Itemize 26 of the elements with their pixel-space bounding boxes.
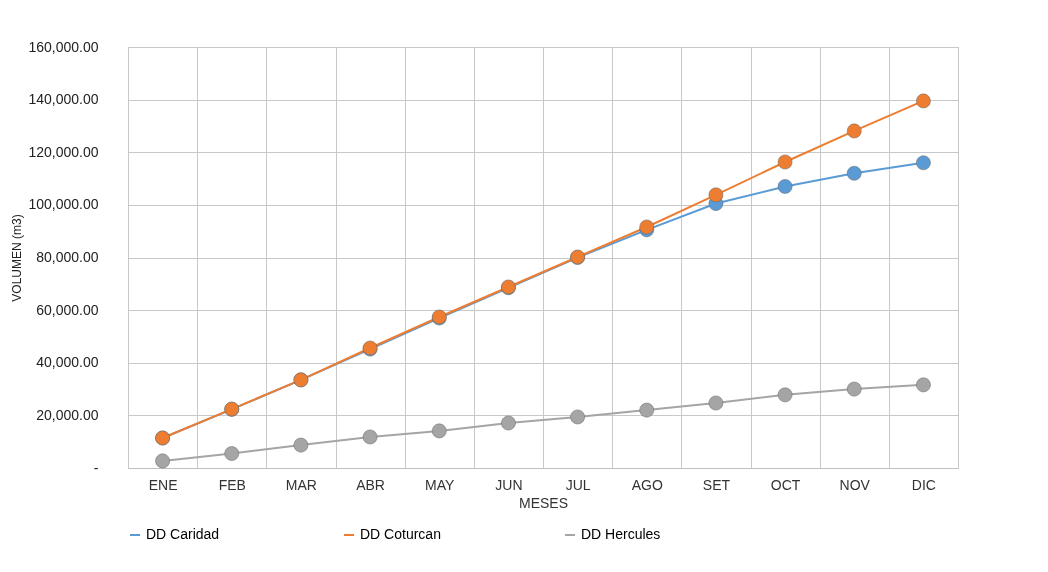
x-tick-label: FEB [218, 476, 246, 493]
x-tick-label: OCT [770, 476, 801, 493]
x-tick-label: JUL [565, 476, 591, 493]
legend-label: DD Coturcan [360, 526, 441, 542]
y-tick-label: 20,000.00 [36, 406, 99, 423]
legend-label: DD Caridad [146, 526, 220, 542]
y-tick-label: 120,000.00 [28, 143, 99, 160]
x-tick-label: NOV [839, 476, 871, 493]
x-axis-title: MESES [518, 494, 569, 511]
legend-label: DD Hercules [581, 526, 661, 542]
y-tick-label: 40,000.00 [36, 354, 99, 371]
y-tick-label: 140,000.00 [28, 91, 99, 108]
y-tick-label: 80,000.00 [36, 249, 99, 265]
y-tick-label: - [93, 459, 99, 476]
x-tick-label: AGO [631, 476, 663, 493]
y-tick-label: 60,000.00 [36, 301, 99, 318]
y-axis-title: VOLUMEN (m3) [10, 214, 25, 302]
y-tick-label: 100,000.00 [28, 196, 99, 213]
x-tick-label: ENE [148, 476, 178, 493]
x-tick-label: JUN [495, 476, 523, 493]
x-tick-label: DIC [911, 476, 936, 493]
x-tick-label: ABR [356, 476, 385, 493]
x-tick-label: SET [702, 476, 731, 493]
x-tick-label: MAY [425, 476, 456, 493]
y-tick-label: 160,000.00 [28, 38, 99, 55]
x-tick-label: MAR [285, 476, 317, 493]
